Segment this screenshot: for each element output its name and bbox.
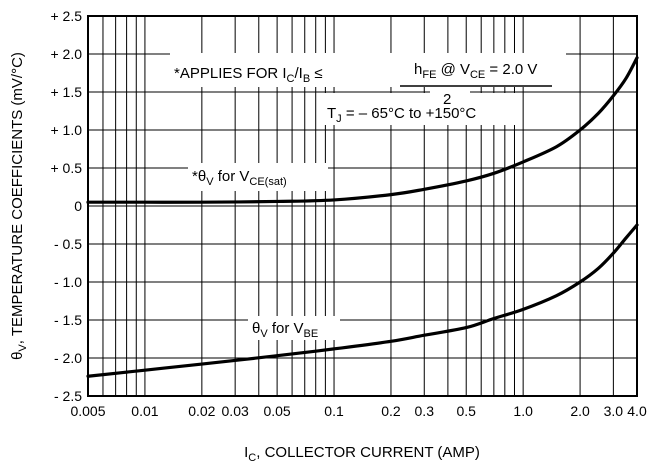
y-tick-label: + 2.5 [50,8,82,24]
series-label-vbe: θV for VBE [248,316,340,340]
y-tick-label: - 2.5 [54,388,82,404]
y-tick-label: - 2.0 [54,350,82,366]
annotation-condition: *APPLIES FOR IC/IB ≤ [174,65,323,85]
y-tick-label: - 0.5 [54,236,82,252]
x-tick-label: 4.0 [627,403,647,419]
x-tick-label: 3.0 [604,403,624,419]
x-tick-label: 0.5 [456,403,476,419]
series-label-vbe-bg [248,316,340,340]
series-vbe-line [86,223,639,378]
x-tick-label: 0.05 [263,403,290,419]
x-tick-label: 0.01 [131,403,158,419]
y-tick-label: + 1.5 [50,84,82,100]
y-tick-label: + 1.0 [50,122,82,138]
x-tick-label: 1.0 [513,403,533,419]
x-tick-label: 0.005 [70,403,105,419]
annotation-denominator: 2 [443,91,451,108]
annotation-temperature: TJ = – 65°C to +150°C [327,105,476,125]
x-tick-label: 0.03 [222,403,249,419]
y-tick-label: 0 [74,198,82,214]
y-axis-label: θV, TEMPERATURE COEFFICIENTS (mV/°C) [9,52,29,360]
x-tick-label: 2.0 [570,403,590,419]
series-vce-sat-line [86,56,639,204]
ticks: + 2.5 + 2.0 + 1.5 + 1.0 + 0.5 0 - 0.5 - 1.0 - 1.… [50,8,646,419]
y-tick-label: + 0.5 [50,160,82,176]
x-tick-label: 0.02 [188,403,215,419]
x-tick-label: 0.1 [324,403,344,419]
annotation: *APPLIES FOR IC/IB ≤ hFE @ VCE = 2.0 V 2… [170,53,566,125]
annotation-bg-line3 [323,93,515,125]
annotation-numerator: hFE @ VCE = 2.0 V [414,61,537,81]
y-tick-label: + 2.0 [50,46,82,62]
x-tick-label: 0.2 [381,403,401,419]
series-label-vce-bg [188,163,328,191]
x-tick-label: 0.3 [415,403,435,419]
plot-frame [87,15,638,397]
y-tick-label: - 1.5 [54,312,82,328]
series-label-vce-text: *θV for VCE(sat) [192,168,287,188]
curves [86,56,639,378]
series-label-vbe-text: θV for VBE [252,320,318,340]
y-tick-label: - 1.0 [54,274,82,290]
annotation-bg-line1 [170,53,566,87]
x-axis-label: IC, COLLECTOR CURRENT (AMP) [244,444,480,464]
series-label-vce: *θV for VCE(sat) [188,163,328,191]
